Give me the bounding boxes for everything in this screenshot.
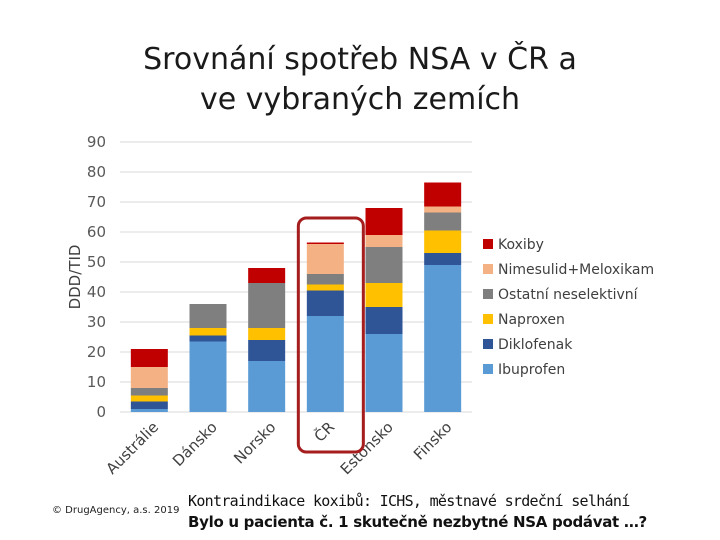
bar-segment <box>130 349 168 367</box>
y-tick-label: 30 <box>87 313 106 331</box>
legend-label: Ibuprofen <box>498 362 565 378</box>
legend-label: Koxiby <box>498 237 544 253</box>
legend-swatch <box>483 314 493 324</box>
bar-segment <box>130 388 168 396</box>
legend-swatch <box>483 339 493 349</box>
bar-segment <box>365 283 403 307</box>
y-tick-label: 20 <box>87 343 106 361</box>
y-axis-label: DDD/TID <box>66 245 84 310</box>
bar-segment <box>248 361 286 412</box>
x-tick-label: ČR <box>310 417 338 445</box>
bar-segment <box>248 283 286 328</box>
y-tick-label: 40 <box>87 283 106 301</box>
legend-swatch <box>483 289 493 299</box>
bar-segment <box>130 395 168 402</box>
x-tick-label: Finsko <box>410 418 456 464</box>
bar-segment <box>306 274 344 285</box>
bar-segment <box>189 341 227 412</box>
y-tick-label: 10 <box>87 373 106 391</box>
bar-segment <box>248 340 286 361</box>
bar-segment <box>130 409 168 412</box>
bar-segment <box>130 367 168 388</box>
bar-segment <box>365 334 403 412</box>
bar-segment <box>306 316 344 412</box>
bar-segment <box>424 265 462 412</box>
legend-swatch <box>483 239 493 249</box>
bar-segment <box>189 335 227 342</box>
x-tick-label: Austrálie <box>102 418 162 478</box>
legend-swatch <box>483 264 493 274</box>
bar-segment <box>189 328 227 336</box>
bar-segment <box>424 253 462 265</box>
contraindication-note: Kontraindikace koxibů: ICHS, městnavé sr… <box>188 492 630 510</box>
x-tick-label: Estonsko <box>337 418 397 478</box>
highlight-box <box>296 216 365 454</box>
bar-segment <box>365 247 403 283</box>
bar-segment <box>365 208 403 235</box>
y-tick-label: 50 <box>87 253 106 271</box>
legend-label: Ostatní neselektivní <box>498 287 639 303</box>
x-tick-label: Norsko <box>230 418 279 467</box>
legend-label: Diklofenak <box>498 337 573 353</box>
y-tick-label: 60 <box>87 223 106 241</box>
bar-segment <box>306 244 344 274</box>
y-tick-label: 90 <box>87 133 106 151</box>
y-tick-label: 80 <box>87 163 106 181</box>
legend-swatch <box>483 364 493 374</box>
bar-segment <box>365 307 403 334</box>
x-tick-label: Dánsko <box>169 418 221 470</box>
bar-segment <box>248 268 286 283</box>
bar-segment <box>424 206 462 213</box>
bar-segment <box>424 182 462 207</box>
legend-label: Nimesulid+Meloxikam <box>498 262 654 278</box>
bar-segment <box>306 242 344 244</box>
bar-segment <box>130 401 168 409</box>
bar-segment <box>424 212 462 231</box>
title-line-1: Srovnání spotřeb NSA v ČR a <box>143 42 577 77</box>
chart-title: Srovnání spotřeb NSA v ČR a ve vybraných… <box>60 40 660 120</box>
bar-segment <box>306 284 344 291</box>
bar-segment <box>306 290 344 316</box>
y-tick-label: 0 <box>96 403 106 421</box>
title-line-2: ve vybraných zemích <box>199 82 521 117</box>
bar-segment <box>189 304 227 328</box>
bar-segment <box>365 235 403 247</box>
copyright-text: © DrugAgency, a.s. 2019 <box>52 505 180 516</box>
question-note: Bylo u pacienta č. 1 skutečně nezbytné N… <box>188 513 647 531</box>
bar-segment <box>248 328 286 340</box>
y-tick-label: 70 <box>87 193 106 211</box>
legend-label: Naproxen <box>498 312 565 328</box>
bar-segment <box>424 230 462 253</box>
